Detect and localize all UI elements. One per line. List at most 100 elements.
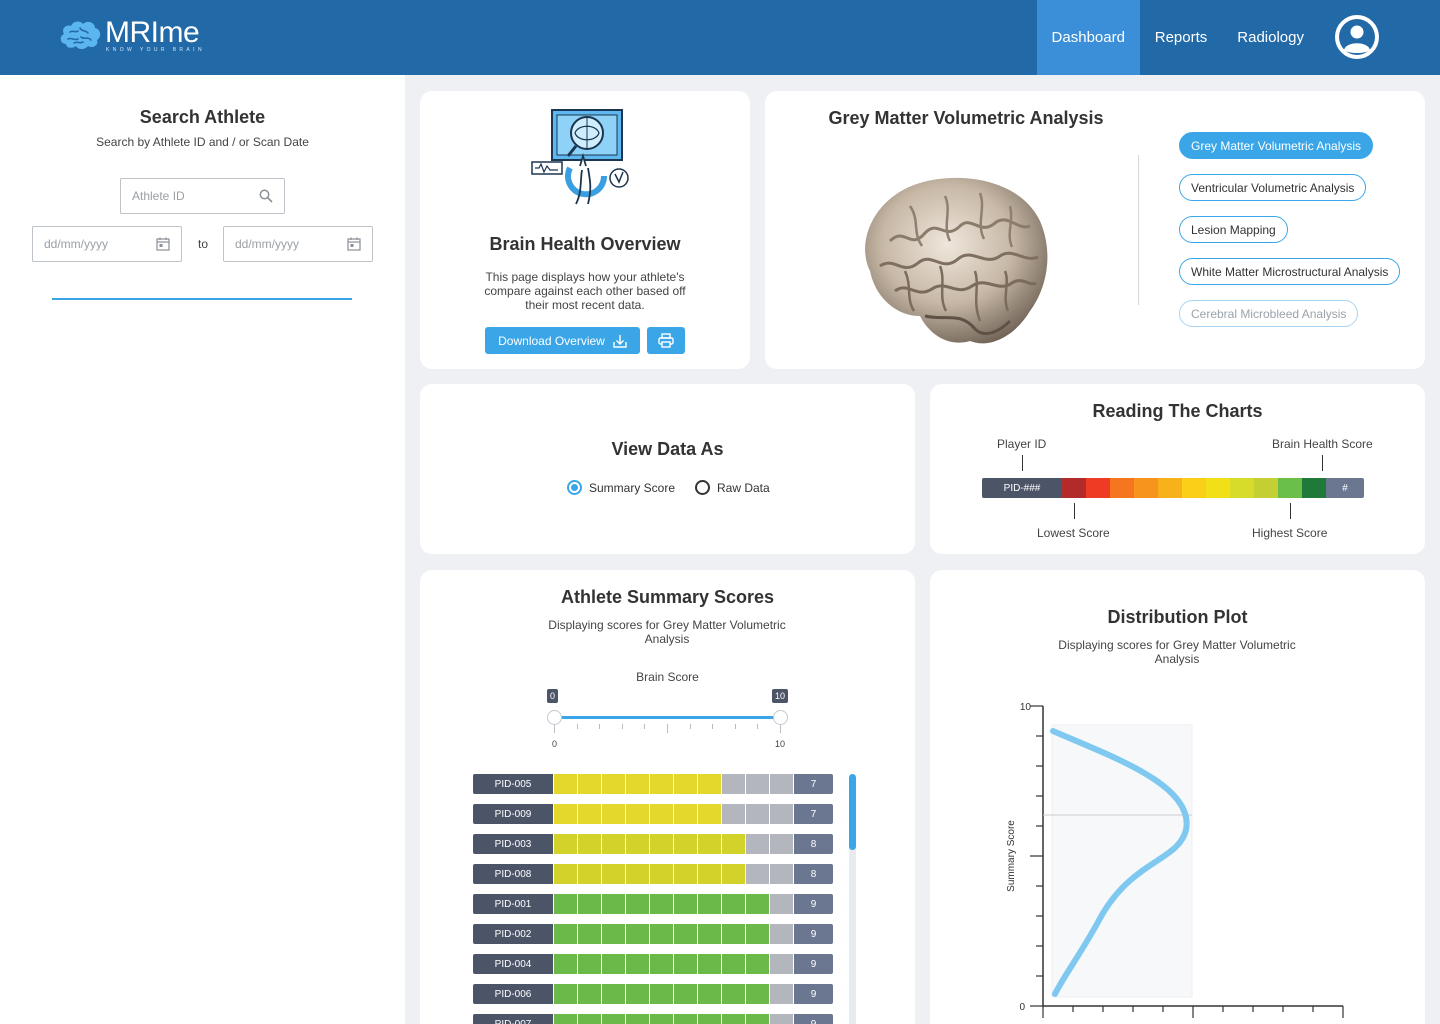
athlete-id-input[interactable]: Athlete ID	[120, 178, 285, 214]
analysis-option-lesion-mapping[interactable]: Lesion Mapping	[1179, 216, 1288, 243]
summary-subtitle: Displaying scores for Grey Matter Volume…	[548, 618, 786, 646]
athlete-score-row[interactable]: PID-009 7	[473, 804, 834, 824]
score-cell	[770, 984, 793, 1004]
athlete-score-row[interactable]: PID-007 9	[473, 1014, 834, 1024]
radio-raw-data[interactable]: Raw Data	[695, 480, 770, 495]
athlete-id-label: PID-004	[473, 954, 553, 974]
score-cell	[650, 894, 673, 914]
calendar-icon[interactable]	[347, 237, 361, 251]
score-cell	[578, 774, 601, 794]
slider-axis-min: 0	[552, 739, 558, 749]
score-cell	[650, 954, 673, 974]
score-cell	[578, 984, 601, 1004]
slider-tick	[554, 724, 555, 733]
athlete-score-value: 8	[794, 864, 833, 884]
score-cell	[698, 804, 721, 824]
athlete-id-label: PID-008	[473, 864, 553, 884]
score-cell	[554, 834, 577, 854]
analysis-option-white-matter[interactable]: White Matter Microstructural Analysis	[1179, 258, 1401, 285]
analysis-option-microbleed: Cerebral Microbleed Analysis	[1179, 300, 1359, 327]
score-list-scroll-thumb[interactable]	[849, 774, 856, 850]
analysis-option-grey-matter[interactable]: Grey Matter Volumetric Analysis	[1179, 132, 1374, 159]
overview-description: This page displays how your athlete's co…	[484, 270, 686, 312]
slider-tick	[577, 724, 578, 729]
radio-summary-score[interactable]: Summary Score	[567, 480, 675, 495]
nav-dashboard[interactable]: Dashboard	[1036, 0, 1140, 75]
logo-text: MRIme	[105, 16, 200, 49]
player-id-arrow	[1022, 455, 1023, 471]
athlete-score-value: 9	[794, 954, 833, 974]
slider-tick	[622, 724, 623, 729]
score-cell	[746, 864, 769, 884]
score-cell	[578, 924, 601, 944]
y-axis-title: Summary Score	[1006, 820, 1017, 892]
score-cell	[626, 804, 649, 824]
y-axis-max-label: 10	[1020, 702, 1032, 713]
score-cell	[722, 1014, 745, 1024]
athlete-score-row[interactable]: PID-008 8	[473, 864, 834, 884]
score-cell	[746, 894, 769, 914]
nav-reports[interactable]: Reports	[1154, 29, 1208, 46]
athlete-id-label: PID-003	[473, 834, 553, 854]
athlete-score-value: 9	[794, 924, 833, 944]
score-list-scrollbar[interactable]	[849, 774, 856, 1024]
radio-summary-indicator[interactable]	[567, 480, 582, 495]
score-cell	[722, 954, 745, 974]
slider-max-badge: 10	[772, 689, 789, 703]
score-cell	[722, 834, 745, 854]
score-cell	[698, 954, 721, 974]
x-axis-ticks	[1042, 1006, 1344, 1018]
score-cell	[770, 1014, 793, 1024]
slider-tick	[690, 724, 691, 729]
date-range-separator: to	[197, 237, 208, 251]
athlete-id-label: PID-006	[473, 984, 553, 1004]
score-cell	[770, 864, 793, 884]
score-cell	[650, 984, 673, 1004]
search-subtitle: Search by Athlete ID and / or Scan Date	[96, 135, 309, 149]
athlete-score-row[interactable]: PID-004 9	[473, 954, 834, 974]
date-to-placeholder: dd/mm/yyyy	[235, 237, 300, 251]
date-from-input[interactable]: dd/mm/yyyy	[32, 226, 182, 262]
legend-scale-cell	[1110, 478, 1134, 498]
summary-title: Athlete Summary Scores	[560, 587, 775, 607]
legend-scale-cell	[1062, 478, 1086, 498]
score-cell	[722, 804, 745, 824]
score-cell	[554, 774, 577, 794]
radio-raw-indicator[interactable]	[695, 480, 710, 495]
athlete-id-label: PID-001	[473, 894, 553, 914]
score-cell	[626, 1014, 649, 1024]
nav-radiology[interactable]: Radiology	[1237, 29, 1304, 46]
score-cell	[746, 984, 769, 1004]
analysis-option-ventricular[interactable]: Ventricular Volumetric Analysis	[1179, 174, 1367, 201]
athlete-score-row[interactable]: PID-003 8	[473, 834, 834, 854]
highest-score-label: Highest Score	[1252, 526, 1328, 540]
download-overview-button[interactable]: Download Overview	[485, 327, 640, 354]
legend-scale-cell	[1206, 478, 1230, 498]
date-to-input[interactable]: dd/mm/yyyy	[223, 226, 373, 262]
main-nav: Dashboard Reports Radiology	[1036, 0, 1440, 75]
athlete-score-row[interactable]: PID-005 7	[473, 774, 834, 794]
overview-title: Brain Health Overview	[489, 234, 681, 254]
print-button[interactable]	[647, 327, 685, 354]
athlete-score-row[interactable]: PID-002 9	[473, 924, 834, 944]
legend-scale-cell	[1158, 478, 1182, 498]
score-cell	[698, 864, 721, 884]
app-logo[interactable]: MRIme KNOW YOUR BRAIN	[58, 16, 202, 53]
slider-max-handle[interactable]	[773, 710, 788, 725]
athlete-score-row[interactable]: PID-001 9	[473, 894, 834, 914]
score-cell	[746, 954, 769, 974]
score-cell	[578, 894, 601, 914]
score-cell	[650, 774, 673, 794]
calendar-icon[interactable]	[156, 237, 170, 251]
user-avatar-icon[interactable]	[1334, 14, 1380, 60]
score-cell	[770, 924, 793, 944]
reading-title: Reading The Charts	[1092, 401, 1263, 421]
athlete-id-label: PID-005	[473, 774, 553, 794]
legend-sample-id: PID-###	[982, 478, 1062, 498]
highest-score-arrow	[1290, 503, 1291, 519]
score-cell	[746, 834, 769, 854]
score-cell	[602, 834, 625, 854]
athlete-score-row[interactable]: PID-006 9	[473, 984, 834, 1004]
slider-min-handle[interactable]	[547, 710, 562, 725]
brain-score-slider-track[interactable]	[554, 716, 780, 719]
